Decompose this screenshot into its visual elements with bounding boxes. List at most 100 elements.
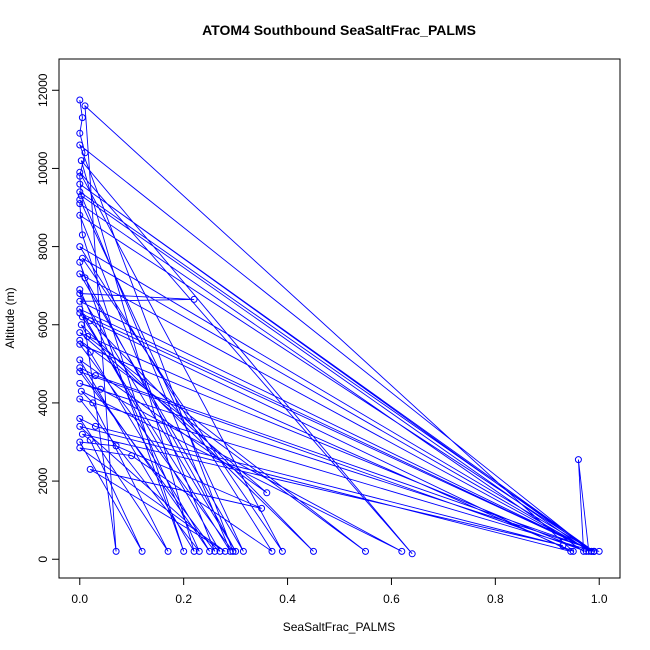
series-points [76, 96, 603, 558]
data-point [76, 356, 84, 364]
data-point [86, 348, 94, 356]
data-point [268, 547, 276, 555]
data-point [76, 286, 84, 294]
data-point [97, 385, 105, 393]
data-point [574, 456, 582, 464]
data-point [595, 547, 603, 555]
data-point [76, 129, 84, 137]
data-point [76, 290, 84, 297]
data-point [278, 547, 286, 555]
data-point [567, 547, 575, 555]
data-point [91, 422, 99, 430]
data-point [128, 452, 136, 460]
data-point [112, 442, 120, 450]
data-point [78, 313, 86, 321]
data-point [190, 547, 198, 555]
data-point [76, 340, 84, 348]
data-point [590, 547, 598, 555]
y-tick-label: 6000 [36, 311, 50, 338]
data-point [263, 489, 271, 497]
x-tick-label: 1.0 [591, 592, 608, 606]
y-tick-label: 8000 [36, 233, 50, 260]
data-point [78, 430, 86, 438]
data-point [195, 547, 203, 555]
series-line [78, 99, 600, 555]
x-tick-label: 0.8 [487, 592, 504, 606]
data-point [78, 254, 86, 262]
series-lines [78, 99, 600, 555]
data-point [180, 547, 188, 555]
data-point [86, 317, 94, 325]
y-tick-label: 10000 [36, 151, 50, 185]
data-point [77, 321, 85, 329]
y-tick-label: 0 [36, 556, 50, 563]
data-point [76, 188, 84, 196]
x-axis: 0.0 0.2 0.4 0.6 0.8 1.0 [71, 577, 608, 606]
data-point [582, 547, 590, 555]
data-point [76, 172, 84, 180]
x-tick-label: 0.6 [383, 592, 400, 606]
data-point [226, 547, 234, 555]
data-point [112, 547, 120, 555]
data-point [559, 542, 567, 550]
data-point [76, 141, 84, 149]
data-point [408, 550, 416, 558]
data-point [81, 149, 89, 157]
data-point [229, 547, 237, 555]
data-point [76, 243, 84, 251]
data-point [76, 368, 84, 376]
y-axis: 0 2000 4000 6000 8000 10000 12000 [36, 73, 60, 563]
data-point [76, 297, 84, 305]
y-tick-label: 2000 [36, 467, 50, 494]
data-point [76, 415, 84, 422]
data-point [76, 196, 84, 204]
y-axis-label: Altitude (m) [3, 287, 17, 348]
data-point [76, 96, 84, 104]
plot-frame [58, 58, 621, 579]
data-point [216, 547, 224, 555]
x-axis-label: SeaSaltFrac_PALMS [283, 620, 396, 634]
data-point [91, 372, 99, 380]
data-point [206, 547, 214, 555]
data-point [78, 114, 86, 122]
data-point [76, 168, 84, 176]
data-point [76, 270, 84, 278]
data-point [76, 180, 84, 188]
data-point [77, 387, 85, 395]
data-point [232, 547, 240, 555]
data-point [76, 336, 84, 344]
data-point [76, 395, 84, 403]
data-point [76, 200, 84, 208]
data-point [76, 329, 84, 337]
data-point [138, 547, 146, 555]
data-point [76, 211, 84, 219]
data-point [86, 465, 94, 473]
data-point [76, 379, 84, 387]
data-point [86, 436, 94, 444]
data-point [76, 305, 84, 313]
x-tick-label: 0.2 [175, 592, 192, 606]
data-point [78, 231, 86, 239]
data-point [89, 399, 97, 407]
data-point [76, 444, 84, 452]
data-point [76, 422, 84, 430]
data-point [190, 295, 198, 303]
data-point [164, 547, 172, 555]
data-point [587, 547, 595, 555]
data-point [221, 547, 229, 555]
data-point [77, 157, 85, 165]
data-point [81, 274, 89, 282]
data-point [362, 547, 369, 555]
data-point [76, 364, 84, 372]
y-tick-label: 4000 [36, 389, 50, 416]
x-tick-label: 0.4 [279, 592, 296, 606]
data-point [211, 547, 219, 555]
x-tick-label: 0.0 [71, 592, 88, 606]
data-point [77, 192, 85, 200]
data-point [569, 547, 577, 555]
data-point [580, 547, 588, 555]
data-point [81, 102, 89, 110]
data-point [84, 333, 92, 340]
data-point [398, 547, 406, 555]
